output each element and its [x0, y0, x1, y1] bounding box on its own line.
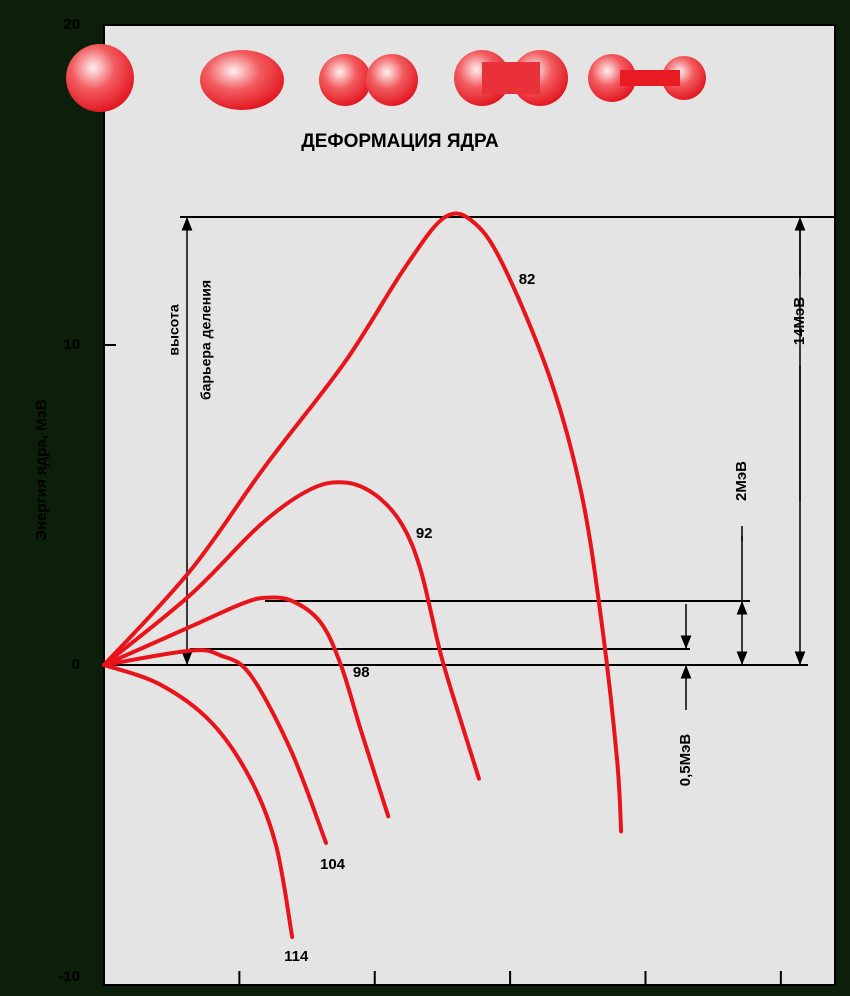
curve	[102, 663, 295, 939]
level-label: 2МэВ	[733, 461, 750, 501]
barrier-note: высота	[166, 304, 182, 355]
series-label: 104	[320, 856, 346, 873]
plot-area	[103, 24, 836, 986]
y-tick-label: 0	[72, 656, 80, 673]
y-axis-label: Энергия ядра, МэВ	[33, 399, 50, 541]
series-label: 114	[284, 948, 309, 965]
curve	[102, 211, 624, 834]
nucleus-shapes	[66, 44, 706, 112]
series-label: 98	[353, 664, 370, 681]
level-label: 14МэВ	[791, 297, 808, 345]
series-label: 92	[416, 525, 433, 542]
curve	[102, 480, 481, 781]
level-label: 0,5МэВ	[677, 734, 694, 787]
series-label: 82	[519, 271, 536, 288]
y-tick-label: 20	[63, 16, 80, 33]
chart-title: ДЕФОРМАЦИЯ ЯДРА	[301, 131, 499, 152]
y-tick-label: -10	[58, 968, 80, 985]
curve	[102, 595, 391, 819]
y-tick-label: 10	[63, 336, 80, 353]
curve	[102, 648, 329, 845]
barrier-note: барьера деления	[198, 280, 214, 400]
